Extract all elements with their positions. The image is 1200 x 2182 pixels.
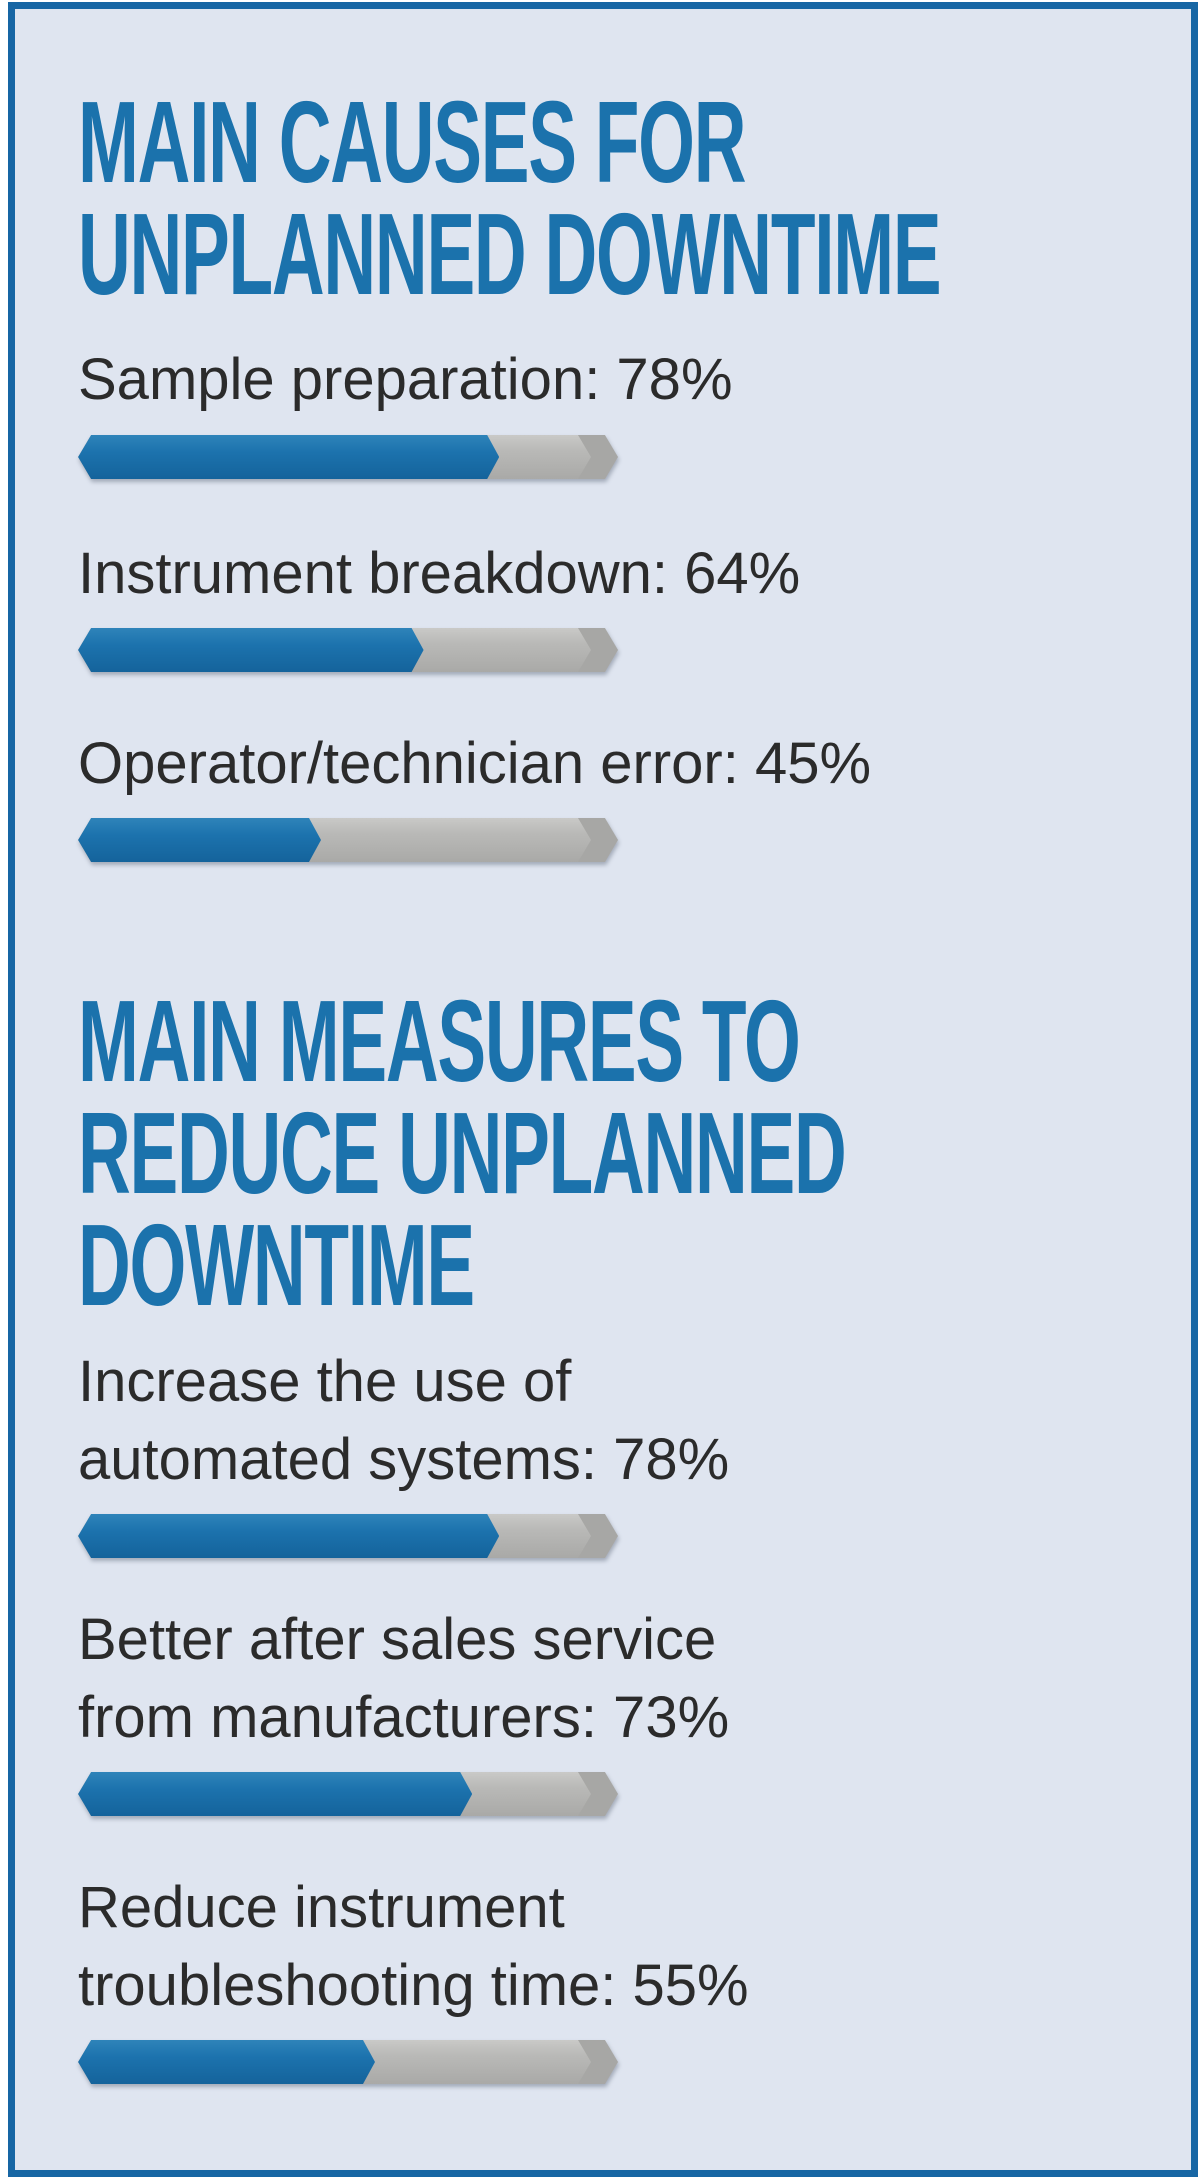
label-line: Instrument breakdown: 64% xyxy=(78,541,801,606)
bar-fill xyxy=(78,628,424,672)
bar-track xyxy=(78,1514,618,1558)
bar-track xyxy=(78,2040,618,2084)
label-line: Sample preparation: 78% xyxy=(78,347,733,412)
bar-troubleshooting-time xyxy=(78,2040,618,2084)
label-line: Better after sales service xyxy=(78,1607,717,1672)
title-line: UNPLANNED DOWNTIME xyxy=(78,189,942,319)
bar-track xyxy=(78,435,618,479)
bar-instrument-breakdown xyxy=(78,628,618,672)
bar-arrow-tip xyxy=(578,1772,618,1816)
bar-fill xyxy=(78,2040,375,2084)
downtime-infographic-card: MAIN CAUSES FOR UNPLANNED DOWNTIME Sampl… xyxy=(8,2,1198,2177)
label-instrument-breakdown: Instrument breakdown: 64% xyxy=(78,535,800,613)
bar-fill xyxy=(78,435,499,479)
bar-arrow-tip xyxy=(578,1514,618,1558)
label-line: automated systems: 78% xyxy=(78,1427,730,1492)
bar-arrow-tip xyxy=(578,2040,618,2084)
label-sample-preparation: Sample preparation: 78% xyxy=(78,341,733,419)
bar-fill xyxy=(78,818,321,862)
bar-after-sales-service xyxy=(78,1772,618,1816)
label-line: troubleshooting time: 55% xyxy=(78,1953,749,2018)
bar-track xyxy=(78,818,618,862)
bar-arrow-tip xyxy=(578,818,618,862)
bar-arrow-tip xyxy=(578,628,618,672)
label-after-sales-service: Better after sales service from manufact… xyxy=(78,1601,729,1757)
title-line: REDUCE UNPLANNED xyxy=(78,1088,847,1218)
bar-fill xyxy=(78,1514,499,1558)
title-line: MAIN CAUSES FOR xyxy=(78,77,747,207)
label-line: Reduce instrument xyxy=(78,1875,565,1940)
label-line: Increase the use of xyxy=(78,1349,572,1414)
bar-operator-error xyxy=(78,818,618,862)
bar-arrow-tip xyxy=(578,435,618,479)
title-line: DOWNTIME xyxy=(78,1200,475,1330)
title-line: MAIN MEASURES TO xyxy=(78,976,801,1106)
section-title-main-measures: MAIN MEASURES TO REDUCE UNPLANNED DOWNTI… xyxy=(78,976,847,1330)
bar-track xyxy=(78,1772,618,1816)
bar-automated-systems xyxy=(78,1514,618,1558)
label-operator-error: Operator/technician error: 45% xyxy=(78,725,871,803)
label-troubleshooting-time: Reduce instrument troubleshooting time: … xyxy=(78,1869,749,2025)
label-line: Operator/technician error: 45% xyxy=(78,731,872,796)
label-line: from manufacturers: 73% xyxy=(78,1685,730,1750)
bar-fill xyxy=(78,1772,472,1816)
bar-sample-preparation xyxy=(78,435,618,479)
bar-track xyxy=(78,628,618,672)
section-title-main-causes: MAIN CAUSES FOR UNPLANNED DOWNTIME xyxy=(78,77,942,319)
label-automated-systems: Increase the use of automated systems: 7… xyxy=(78,1343,729,1499)
